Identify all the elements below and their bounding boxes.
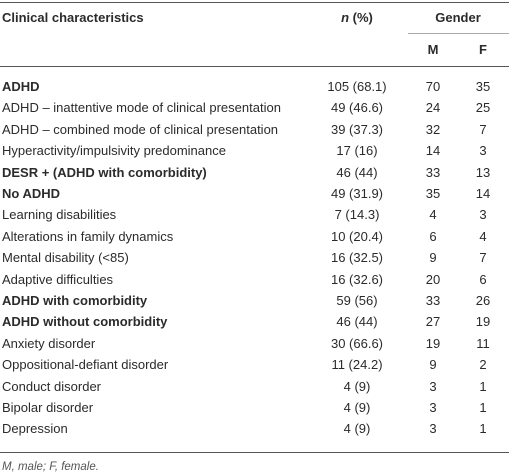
row-label: Adaptive difficulties: [2, 271, 114, 287]
row-m: 20: [425, 271, 441, 287]
row-m: 33: [425, 293, 441, 308]
row-n: 46 (44): [336, 164, 378, 180]
row-n: 16 (32.5): [330, 250, 384, 266]
row-n: 17 (16): [336, 143, 378, 159]
top-rule: [0, 2, 509, 3]
row-label: Alterations in family dynamics: [2, 228, 174, 244]
header-rule: [0, 66, 509, 67]
row-f: 11: [476, 335, 490, 351]
row-label: ADHD without comorbidity: [2, 314, 168, 330]
row-n: 49 (46.6): [330, 100, 384, 116]
row-f: 1: [479, 400, 487, 415]
header-gender: Gender: [435, 10, 481, 25]
row-m: 19: [425, 335, 441, 351]
row-n: 16 (32.6): [330, 271, 384, 287]
header-n: n (%): [327, 10, 387, 26]
row-n: 10 (20.4): [330, 228, 384, 244]
row-n: 49 (31.9): [330, 186, 384, 201]
row-label: Depression: [2, 421, 68, 437]
row-n: 4 (9): [343, 400, 371, 415]
row-m: 6: [429, 228, 437, 244]
row-f: 1: [479, 421, 487, 437]
row-label: ADHD: [2, 79, 40, 94]
row-n: 11 (24.2): [331, 357, 383, 373]
row-n: 105 (68.1): [327, 79, 387, 94]
row-m: 32: [425, 121, 441, 137]
row-f: 14: [475, 186, 491, 201]
row-n: 46 (44): [336, 314, 378, 330]
row-n: 4 (9): [343, 421, 371, 437]
row-n: 39 (37.3): [330, 121, 384, 137]
footnote: M, male; F, female.: [2, 461, 99, 473]
row-n: 7 (14.3): [334, 207, 380, 223]
row-f: 6: [479, 271, 487, 287]
gender-rule: [408, 33, 509, 34]
row-f: 1: [479, 378, 487, 394]
row-label: Hyperactivity/impulsivity predominance: [2, 143, 226, 159]
bottom-rule: [0, 452, 509, 453]
row-label: Conduct disorder: [2, 378, 101, 394]
row-n: 4 (9): [343, 378, 371, 394]
row-label: Mental disability (<85): [2, 250, 129, 266]
row-n: 59 (56): [336, 293, 378, 308]
row-m: 24: [425, 100, 441, 116]
row-f: 13: [475, 164, 491, 180]
row-label: DESR + (ADHD with comorbidity): [2, 164, 207, 180]
row-f: 7: [479, 121, 487, 137]
row-label: ADHD – inattentive mode of clinical pres…: [2, 100, 281, 116]
row-label: ADHD – combined mode of clinical present…: [2, 121, 279, 137]
row-m: 70: [425, 79, 441, 94]
header-n-symbol: n: [341, 10, 350, 25]
row-m: 14: [425, 143, 441, 159]
row-f: 7: [479, 250, 487, 266]
row-f: 19: [475, 314, 491, 330]
row-n: 30 (66.6): [330, 335, 384, 351]
header-m: M: [427, 42, 439, 57]
header-f: F: [479, 42, 487, 57]
row-label: ADHD with comorbidity: [2, 293, 148, 308]
row-label: No ADHD: [2, 186, 61, 201]
row-m: 35: [425, 186, 441, 201]
row-label: Oppositional-defiant disorder: [2, 357, 169, 373]
header-n-rest: (%): [349, 10, 373, 25]
row-label: Bipolar disorder: [2, 400, 94, 415]
row-m: 4: [429, 207, 437, 223]
row-f: 26: [475, 293, 491, 308]
row-m: 3: [429, 400, 437, 415]
row-f: 4: [479, 228, 487, 244]
row-m: 27: [425, 314, 441, 330]
row-f: 25: [475, 100, 491, 116]
row-m: 9: [429, 357, 437, 373]
row-m: 3: [429, 421, 437, 437]
row-f: 35: [475, 79, 491, 94]
header-characteristic: Clinical characteristics: [2, 10, 144, 25]
row-label: Learning disabilities: [2, 207, 117, 223]
row-m: 33: [425, 164, 441, 180]
row-label: Anxiety disorder: [2, 335, 96, 351]
row-f: 2: [479, 357, 487, 373]
row-f: 3: [479, 143, 487, 159]
row-m: 3: [429, 378, 437, 394]
row-m: 9: [429, 250, 437, 266]
row-f: 3: [479, 207, 487, 223]
